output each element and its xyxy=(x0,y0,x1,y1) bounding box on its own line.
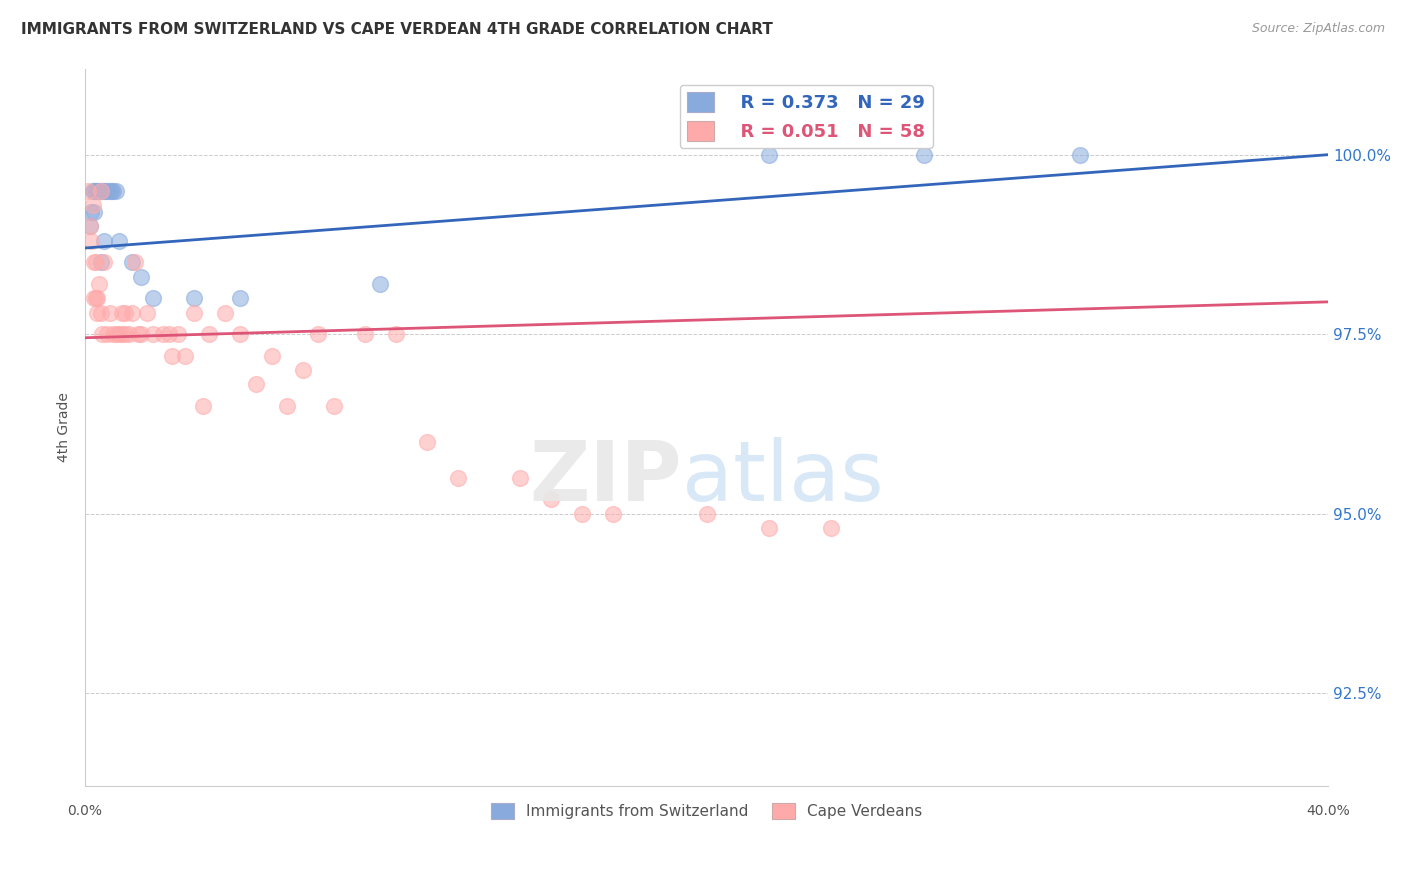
Y-axis label: 4th Grade: 4th Grade xyxy=(58,392,72,462)
Point xyxy=(100,184,122,198)
Point xyxy=(136,305,159,319)
Text: ZIP: ZIP xyxy=(529,437,682,518)
Point xyxy=(111,305,134,319)
Point xyxy=(509,471,531,485)
Point xyxy=(307,327,329,342)
Point xyxy=(1069,147,1091,161)
Point xyxy=(696,507,718,521)
Point xyxy=(77,184,100,198)
Point xyxy=(90,305,112,319)
Point xyxy=(447,471,470,485)
Point xyxy=(93,255,115,269)
Point xyxy=(82,198,104,212)
Point xyxy=(80,234,103,248)
Point xyxy=(105,327,128,342)
Point xyxy=(368,277,391,291)
Point xyxy=(758,147,780,161)
Point xyxy=(129,327,152,342)
Text: atlas: atlas xyxy=(682,437,883,518)
Point xyxy=(602,507,624,521)
Point xyxy=(121,255,143,269)
Point xyxy=(276,399,298,413)
Text: IMMIGRANTS FROM SWITZERLAND VS CAPE VERDEAN 4TH GRADE CORRELATION CHART: IMMIGRANTS FROM SWITZERLAND VS CAPE VERD… xyxy=(21,22,773,37)
Point xyxy=(912,147,935,161)
Point xyxy=(86,291,108,305)
Point xyxy=(167,327,190,342)
Point xyxy=(142,327,165,342)
Point xyxy=(83,291,105,305)
Point xyxy=(79,219,101,234)
Point xyxy=(129,269,152,284)
Point xyxy=(79,219,101,234)
Point xyxy=(108,327,131,342)
Point xyxy=(183,305,205,319)
Text: Source: ZipAtlas.com: Source: ZipAtlas.com xyxy=(1251,22,1385,36)
Point xyxy=(322,399,344,413)
Point xyxy=(87,277,110,291)
Text: 0.0%: 0.0% xyxy=(67,805,103,819)
Point xyxy=(94,184,117,198)
Point xyxy=(157,327,180,342)
Point xyxy=(86,305,108,319)
Point xyxy=(91,184,114,198)
Point xyxy=(105,184,128,198)
Point xyxy=(96,184,118,198)
Point xyxy=(114,327,136,342)
Point xyxy=(83,184,105,198)
Point xyxy=(229,327,252,342)
Point xyxy=(84,184,107,198)
Point xyxy=(385,327,408,342)
Point xyxy=(90,184,112,198)
Point xyxy=(142,291,165,305)
Point xyxy=(87,184,110,198)
Point xyxy=(758,521,780,535)
Point xyxy=(183,291,205,305)
Point xyxy=(229,291,252,305)
Point xyxy=(291,363,314,377)
Point xyxy=(114,305,136,319)
Point xyxy=(108,234,131,248)
Point xyxy=(84,255,107,269)
Point xyxy=(214,305,236,319)
Point xyxy=(98,184,121,198)
Point xyxy=(117,327,139,342)
Point xyxy=(83,205,105,219)
Point xyxy=(127,327,149,342)
Point xyxy=(83,255,105,269)
Point xyxy=(84,291,107,305)
Point xyxy=(111,327,134,342)
Point xyxy=(90,184,112,198)
Legend: Immigrants from Switzerland, Cape Verdeans: Immigrants from Switzerland, Cape Verdea… xyxy=(485,797,928,825)
Point xyxy=(152,327,174,342)
Point xyxy=(540,492,562,507)
Text: 40.0%: 40.0% xyxy=(1306,805,1350,819)
Point xyxy=(82,184,104,198)
Point xyxy=(80,205,103,219)
Point xyxy=(86,184,108,198)
Point xyxy=(173,349,195,363)
Point xyxy=(91,327,114,342)
Point xyxy=(353,327,375,342)
Point xyxy=(101,327,124,342)
Point xyxy=(124,255,146,269)
Point xyxy=(191,399,214,413)
Point xyxy=(260,349,283,363)
Point xyxy=(93,184,115,198)
Point xyxy=(416,434,439,449)
Point xyxy=(198,327,221,342)
Point xyxy=(96,327,118,342)
Point xyxy=(98,305,121,319)
Point xyxy=(90,255,112,269)
Point xyxy=(93,234,115,248)
Point xyxy=(245,377,267,392)
Point xyxy=(121,305,143,319)
Point xyxy=(820,521,842,535)
Point xyxy=(571,507,593,521)
Point xyxy=(160,349,183,363)
Point xyxy=(101,184,124,198)
